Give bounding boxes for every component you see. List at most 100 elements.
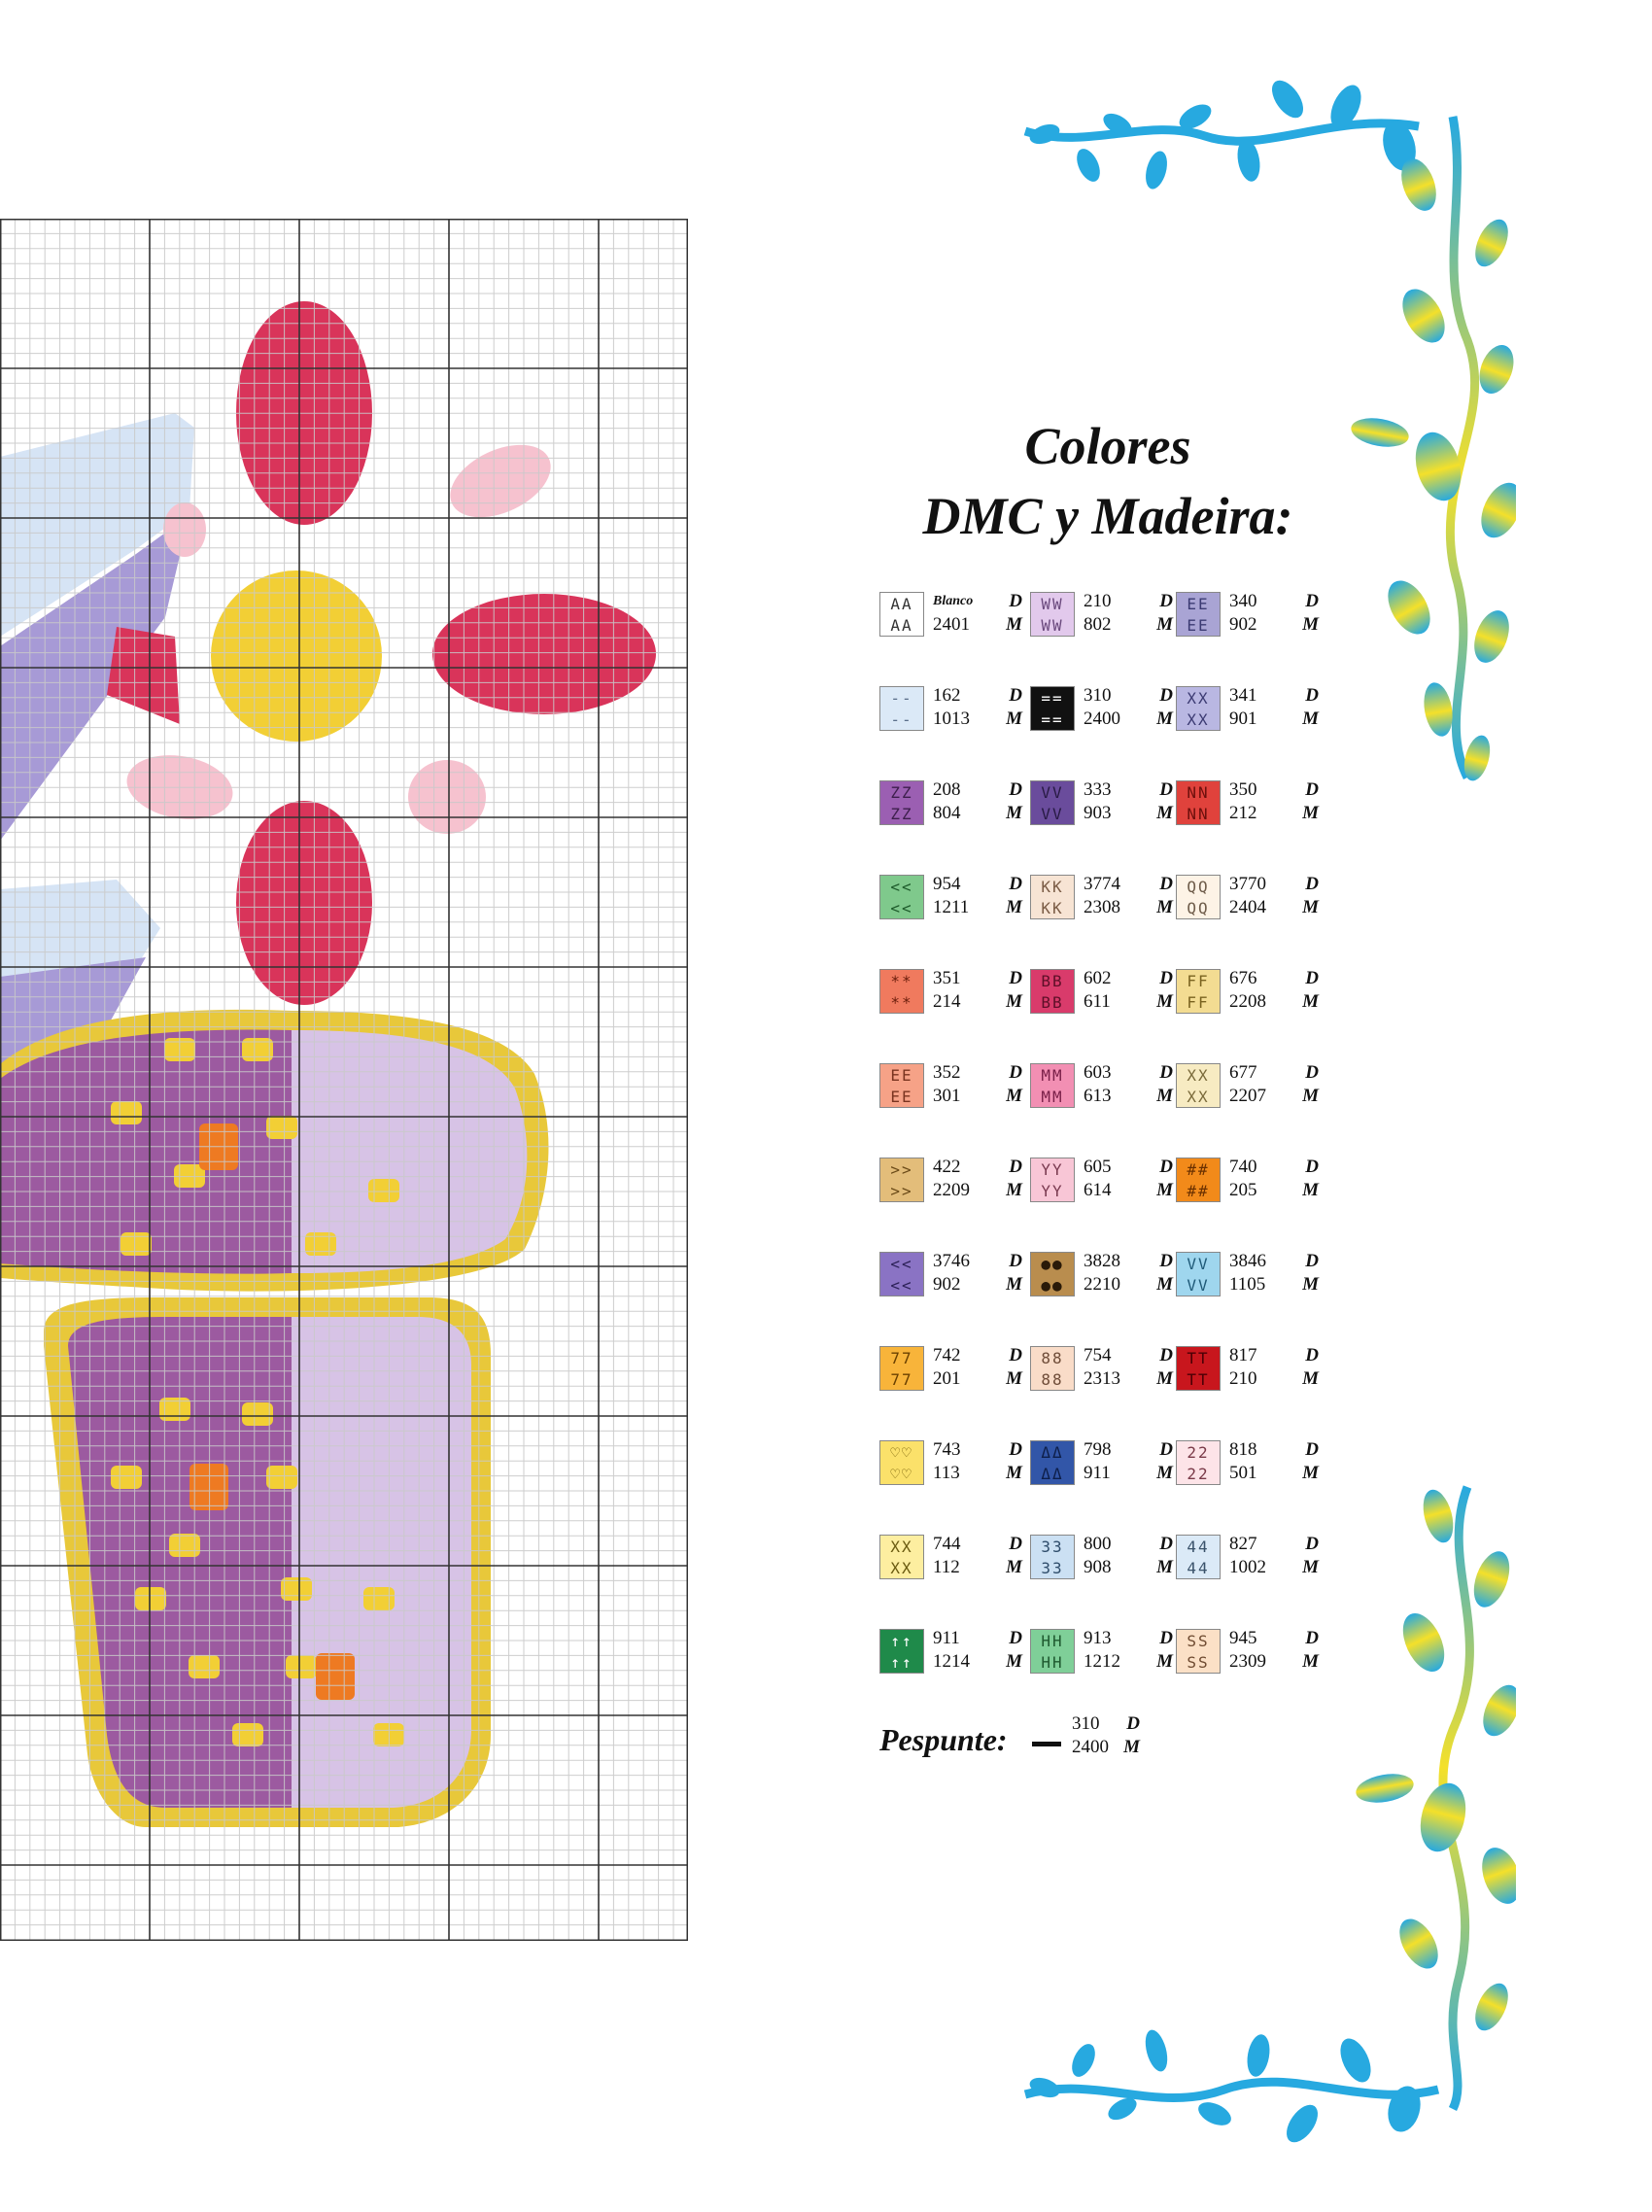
- dmc-code: 744: [933, 1534, 961, 1554]
- legend-symbol-glyph: ●●: [1041, 1255, 1064, 1273]
- legend-item: 88 88 754 D 2313 M: [1030, 1342, 1174, 1400]
- legend-item: VV VV 3846 D 1105 M: [1176, 1248, 1320, 1306]
- madeira-code: 614: [1084, 1180, 1112, 1200]
- legend-symbol-swatch: >> >>: [879, 1158, 924, 1202]
- madeira-code: 501: [1229, 1463, 1257, 1483]
- dmc-letter: D: [1126, 1713, 1140, 1734]
- dmc-letter: D: [1305, 591, 1319, 611]
- legend-item: 22 22 818 D 501 M: [1176, 1436, 1320, 1495]
- legend-symbol-glyph: NN: [1187, 783, 1210, 802]
- dmc-letter: D: [1159, 1345, 1173, 1365]
- legend-symbol-glyph: VV: [1187, 1276, 1210, 1295]
- legend-symbol-glyph: AA: [890, 616, 913, 635]
- legend-item: 33 33 800 D 908 M: [1030, 1531, 1174, 1589]
- legend-symbol-glyph: <<: [890, 899, 913, 917]
- backstitch-label: Pespunte:: [879, 1722, 1008, 1757]
- legend-symbol-swatch: HH HH: [1030, 1629, 1075, 1674]
- legend-symbol-swatch: MM MM: [1030, 1063, 1075, 1108]
- legend-symbol-glyph: QQ: [1187, 878, 1210, 896]
- backstitch-dmc-code: 310: [1072, 1713, 1100, 1734]
- legend-symbol-glyph: 44: [1187, 1538, 1210, 1556]
- dmc-code: 310: [1084, 685, 1112, 706]
- legend-symbol-swatch: == ==: [1030, 686, 1075, 731]
- legend-codes: 913 D 1212 M: [1084, 1627, 1173, 1674]
- legend-codes: 911 D 1214 M: [933, 1627, 1022, 1674]
- legend-codes: 742 D 201 M: [933, 1344, 1022, 1391]
- legend-symbol-glyph: ΔΔ: [1041, 1465, 1064, 1483]
- legend-symbol-glyph: 77: [890, 1349, 913, 1367]
- legend-item: KK KK 3774 D 2308 M: [1030, 871, 1174, 929]
- legend-symbol-swatch: EE EE: [1176, 592, 1221, 637]
- madeira-letter: M: [1006, 1086, 1022, 1106]
- legend-symbol-swatch: 77 77: [879, 1346, 924, 1391]
- dmc-code: 818: [1229, 1439, 1257, 1460]
- dmc-letter: D: [1305, 968, 1319, 988]
- madeira-letter: M: [1006, 1274, 1022, 1295]
- madeira-code: 2401: [933, 614, 970, 635]
- legend-symbol-glyph: >>: [890, 1182, 913, 1200]
- chart-motif-gold-dot: [120, 1232, 152, 1256]
- dmc-code: 3770: [1229, 874, 1266, 894]
- legend-symbol-glyph: HH: [1041, 1653, 1064, 1672]
- dmc-code: 754: [1084, 1345, 1112, 1365]
- legend-item: ΔΔ ΔΔ 798 D 911 M: [1030, 1436, 1174, 1495]
- chart-motif-gold-dot: [159, 1398, 190, 1421]
- dmc-code: 351: [933, 968, 961, 988]
- madeira-letter: M: [1302, 1651, 1319, 1672]
- legend-codes: 602 D 611 M: [1084, 967, 1173, 1014]
- legend-item: 77 77 742 D 201 M: [879, 1342, 1023, 1400]
- legend-symbol-swatch: TT TT: [1176, 1346, 1221, 1391]
- legend-symbol-glyph: VV: [1187, 1255, 1210, 1273]
- madeira-letter: M: [1156, 1651, 1173, 1672]
- legend-symbol-glyph: QQ: [1187, 899, 1210, 917]
- madeira-code: 113: [933, 1463, 960, 1483]
- legend-item: ## ## 740 D 205 M: [1176, 1154, 1320, 1212]
- madeira-letter: M: [1006, 1651, 1022, 1672]
- legend-symbol-glyph: 77: [890, 1370, 913, 1389]
- chart-motif-gold-dot: [368, 1179, 399, 1202]
- legend-symbol-swatch: ZZ ZZ: [879, 780, 924, 825]
- legend-codes: 162 D 1013 M: [933, 684, 1022, 731]
- madeira-letter: M: [1156, 1086, 1173, 1106]
- dmc-letter: D: [1305, 1062, 1319, 1083]
- dmc-code: Blanco: [933, 594, 974, 608]
- dmc-letter: D: [1159, 968, 1173, 988]
- madeira-letter: M: [1302, 1274, 1319, 1295]
- chart-motif-gold-dot: [305, 1232, 336, 1256]
- dmc-code: 827: [1229, 1534, 1257, 1554]
- legend-symbol-glyph: **: [890, 993, 913, 1012]
- dmc-letter: D: [1305, 1534, 1319, 1554]
- legend-item: FF FF 676 D 2208 M: [1176, 965, 1320, 1023]
- dmc-code: 603: [1084, 1062, 1112, 1083]
- madeira-code: 901: [1229, 709, 1257, 729]
- legend-codes: 3746 D 902 M: [933, 1250, 1022, 1296]
- legend-symbol-swatch: YY YY: [1030, 1158, 1075, 1202]
- legend-codes: 945 D 2309 M: [1229, 1627, 1319, 1674]
- madeira-letter: M: [1302, 1557, 1319, 1577]
- madeira-code: 2208: [1229, 991, 1266, 1012]
- legend-symbol-glyph: XX: [890, 1538, 913, 1556]
- legend-symbol-glyph: ##: [1187, 1160, 1210, 1179]
- dmc-code: 162: [933, 685, 961, 706]
- legend-codes: 3774 D 2308 M: [1084, 873, 1173, 919]
- legend-symbol-glyph: NN: [1187, 805, 1210, 823]
- madeira-letter: M: [1156, 709, 1173, 729]
- madeira-letter: M: [1156, 897, 1173, 917]
- legend-item: ↑↑ ↑↑ 911 D 1214 M: [879, 1625, 1023, 1683]
- madeira-letter: M: [1006, 1463, 1022, 1483]
- chart-motif-gold-dot: [169, 1534, 200, 1557]
- dmc-code: 676: [1229, 968, 1257, 988]
- backstitch-line-sample: [1032, 1742, 1061, 1746]
- legend-codes: 3846 D 1105 M: [1229, 1250, 1319, 1296]
- chart-motif-gold-dot: [266, 1466, 297, 1489]
- legend-codes: 208 D 804 M: [933, 778, 1022, 825]
- legend-symbol-glyph: EE: [890, 1066, 913, 1085]
- legend-symbol-glyph: <<: [890, 878, 913, 896]
- madeira-letter: M: [1156, 1557, 1173, 1577]
- legend-symbol-glyph: 44: [1187, 1559, 1210, 1577]
- legend-symbol-glyph: ↑↑: [890, 1632, 913, 1650]
- dmc-code: 911: [933, 1628, 960, 1648]
- dmc-letter: D: [1305, 1345, 1319, 1365]
- dmc-letter: D: [1305, 779, 1319, 800]
- chart-motif-gold-dot: [266, 1116, 297, 1139]
